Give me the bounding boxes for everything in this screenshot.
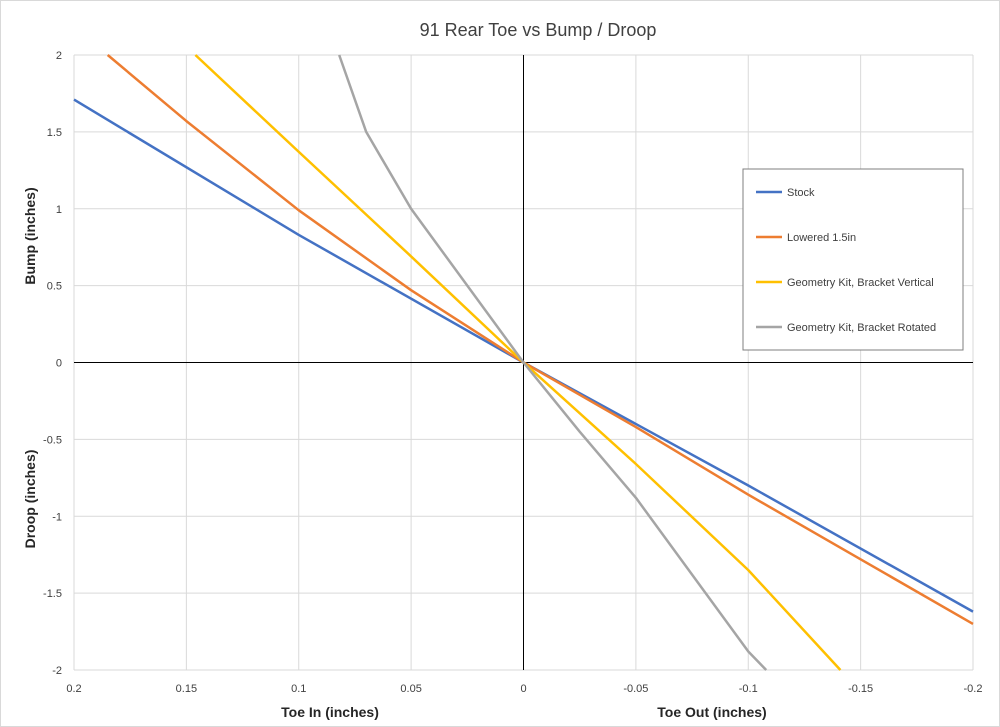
series-lines bbox=[73, 54, 974, 671]
x-axis-title-right: Toe Out (inches) bbox=[657, 704, 766, 720]
y-tick-label: -1.5 bbox=[43, 588, 62, 600]
x-tick-label: 0.1 bbox=[291, 683, 306, 695]
x-tick-label: -0.15 bbox=[848, 683, 873, 695]
legend-box bbox=[742, 168, 964, 351]
y-tick-label: 1 bbox=[56, 204, 62, 216]
x-tick-labels: 0.2 0.15 0.1 0.05 0 -0.05 -0.1 -0.15 -0.2 bbox=[66, 683, 982, 695]
legend-label: Lowered 1.5in bbox=[787, 232, 856, 244]
legend-label: Geometry Kit, Bracket Rotated bbox=[787, 322, 936, 334]
x-tick-label: 0 bbox=[520, 683, 526, 695]
series-line-geometry-kit-bracket-rotated bbox=[338, 54, 768, 671]
y-tick-label: -0.5 bbox=[43, 434, 62, 446]
y-tick-label: 2 bbox=[56, 50, 62, 62]
y-tick-labels: 2 1.5 1 0.5 0 -0.5 -1 -1.5 -2 bbox=[43, 50, 62, 677]
x-tick-label: -0.2 bbox=[964, 683, 983, 695]
y-tick-label: -2 bbox=[52, 665, 62, 677]
chart-title: 91 Rear Toe vs Bump / Droop bbox=[420, 20, 657, 40]
legend-label: Geometry Kit, Bracket Vertical bbox=[787, 277, 934, 289]
y-tick-label: 0.5 bbox=[47, 281, 62, 293]
x-tick-label: 0.15 bbox=[176, 683, 197, 695]
y-axis-title-bottom: Droop (inches) bbox=[22, 450, 38, 549]
x-axis-title-left: Toe In (inches) bbox=[281, 704, 379, 720]
legend: Stock Lowered 1.5in Geometry Kit, Bracket … bbox=[742, 168, 964, 351]
y-tick-label: -1 bbox=[52, 511, 62, 523]
y-axis-title-top: Bump (inches) bbox=[22, 187, 38, 284]
x-tick-label: -0.1 bbox=[739, 683, 758, 695]
x-tick-label: -0.05 bbox=[623, 683, 648, 695]
legend-label: Stock bbox=[787, 187, 815, 199]
y-tick-label: 1.5 bbox=[47, 127, 62, 139]
y-tick-label: 0 bbox=[56, 358, 62, 370]
x-tick-label: 0.2 bbox=[66, 683, 81, 695]
x-tick-label: 0.05 bbox=[400, 683, 421, 695]
